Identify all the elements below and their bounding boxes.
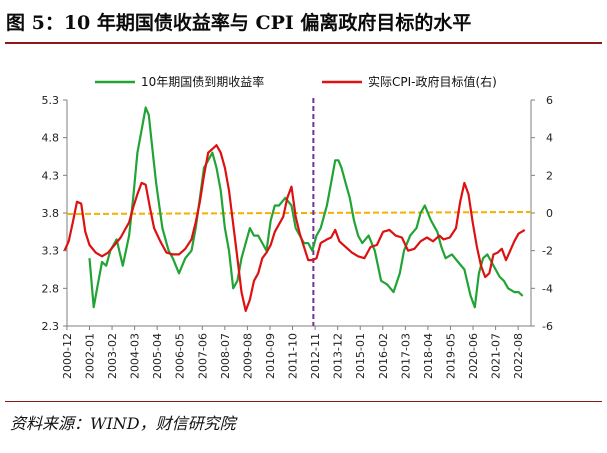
legend-item-cpi-label: 实际CPI-政府目标值(右) <box>368 74 497 89</box>
right-tick-label: 6 <box>546 94 553 107</box>
x-tick-label: 2013-12 <box>332 333 345 379</box>
cpi-gap-series-line <box>63 144 526 312</box>
right-tick-label: 2 <box>546 169 553 182</box>
x-tick-label: 2012-11 <box>309 333 322 379</box>
right-axis: -6 -4 -2 0 2 4 6 <box>531 94 553 333</box>
x-tick-label: 2022-08 <box>512 333 525 379</box>
target-reference-line <box>66 211 532 215</box>
x-tick-label: 2005-04 <box>151 333 164 379</box>
x-tick-label: 2017-03 <box>399 333 412 379</box>
series-lines <box>63 106 526 312</box>
x-tick-label: 2008-07 <box>219 333 232 379</box>
left-axis: 2.3 2.8 3.3 3.8 4.3 4.8 5.3 <box>42 94 67 333</box>
right-tick-label: -2 <box>542 245 553 258</box>
x-tick-label: 2015-01 <box>354 333 367 379</box>
left-tick-label: 3.8 <box>42 207 60 220</box>
x-axis: 2000-12 2002-01 2003-02 2004-03 2005-04 2006-… <box>61 326 525 379</box>
left-tick-label: 2.8 <box>42 282 60 295</box>
source-note: 资料来源：WIND，财信研究院 <box>10 414 236 433</box>
right-tick-label: -4 <box>542 282 553 295</box>
left-tick-label: 2.3 <box>42 320 60 333</box>
x-tick-label: 2011-10 <box>287 333 300 379</box>
x-tick-label: 2007-06 <box>196 333 209 379</box>
x-tick-label: 2004-03 <box>129 333 142 379</box>
legend: 10年期国债到期收益率 实际CPI-政府目标值(右) <box>95 74 497 89</box>
footer-divider <box>5 401 602 402</box>
plot-frame <box>66 100 532 327</box>
left-tick-label: 3.3 <box>42 245 60 258</box>
x-tick-label: 2009-08 <box>241 333 254 379</box>
x-tick-label: 2021-07 <box>490 333 503 379</box>
x-tick-label: 2010-09 <box>264 333 277 379</box>
yield-series-line <box>88 106 524 309</box>
x-tick-label: 2002-01 <box>83 333 96 379</box>
x-tick-label: 2000-12 <box>61 333 74 379</box>
right-tick-label: -6 <box>542 320 553 333</box>
target-zero-line <box>66 211 532 215</box>
page-title: 图 5：10 年期国债收益率与 CPI 偏离政府目标的水平 <box>6 12 472 34</box>
left-tick-label: 5.3 <box>42 94 60 107</box>
x-tick-label: 2018-04 <box>422 333 435 379</box>
x-tick-label: 2003-02 <box>106 333 119 379</box>
x-tick-label: 2016-02 <box>377 333 390 379</box>
legend-item-yield-label: 10年期国债到期收益率 <box>141 74 264 89</box>
x-tick-label: 2019-05 <box>444 333 457 379</box>
x-tick-label: 2020-06 <box>467 333 480 379</box>
chart: 10年期国债到期收益率 实际CPI-政府目标值(右) 2.3 2.8 3.3 3.8 4.… <box>42 74 554 379</box>
left-tick-label: 4.3 <box>42 169 60 182</box>
right-tick-label: 0 <box>546 207 553 220</box>
x-tick-label: 2006-05 <box>174 333 187 379</box>
left-tick-label: 4.8 <box>42 132 60 145</box>
title-divider <box>5 42 602 44</box>
right-tick-label: 4 <box>546 132 553 145</box>
